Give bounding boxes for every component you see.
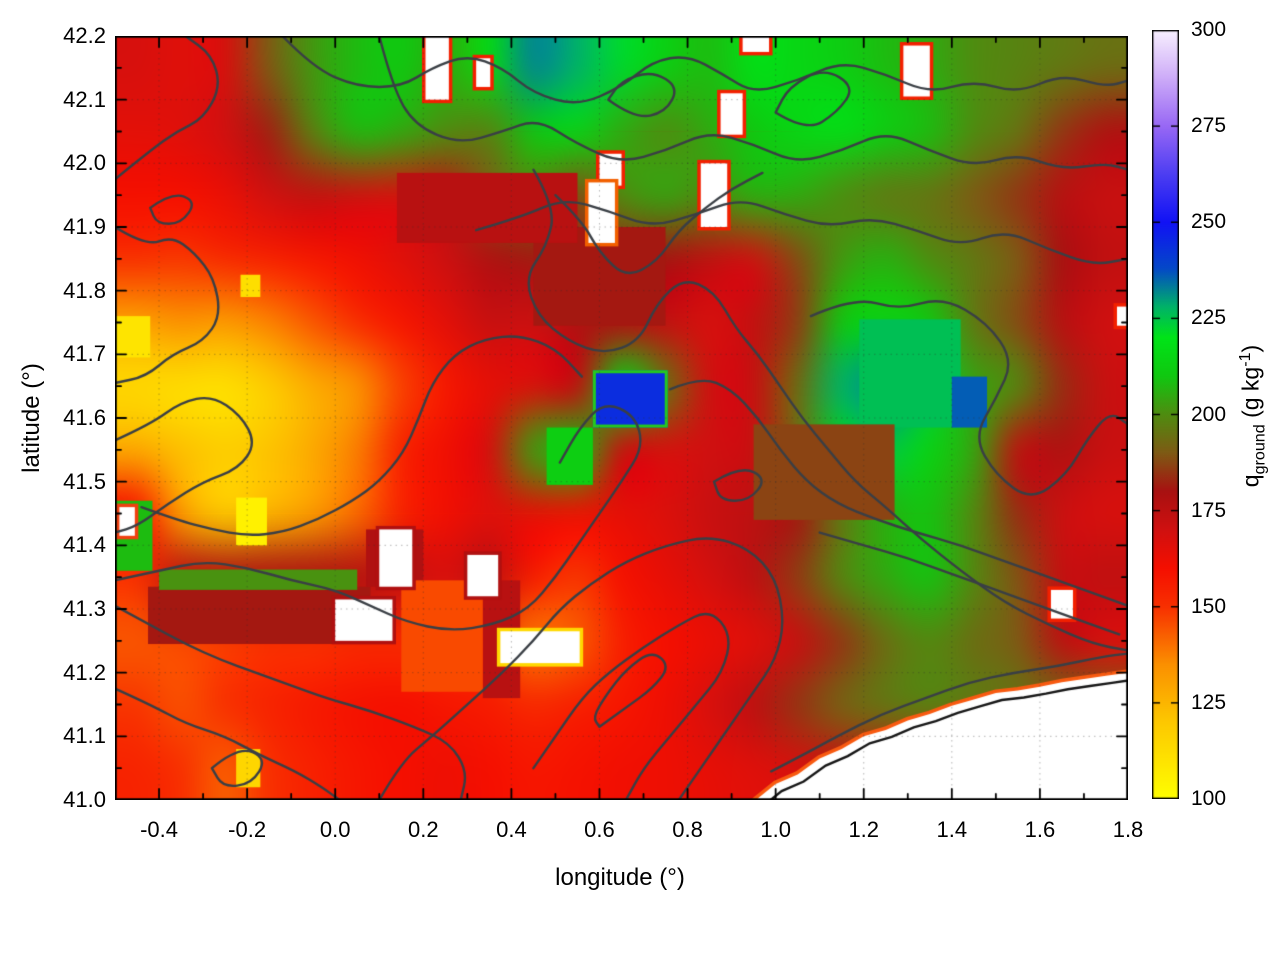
x-tick-label: 1.0 [760, 817, 791, 842]
x-tick-label: 0.6 [584, 817, 615, 842]
x-tick-label: 1.4 [936, 817, 968, 842]
colorbar-canvas [1152, 30, 1179, 799]
colorbar-title-end: ) [1237, 344, 1264, 353]
y-tick-label: 41.8 [63, 277, 106, 303]
colorbar-title: qground (g kg-1) [1236, 284, 1269, 548]
x-tick-label: 1.6 [1024, 817, 1056, 842]
colorbar-title-sub: ground [1250, 424, 1269, 475]
x-tick-label: 0.4 [496, 817, 527, 842]
y-tick-label: 42.0 [63, 150, 106, 176]
colorbar-tick-label: 200 [1191, 402, 1227, 426]
colorbar-tick-label: 100 [1191, 787, 1227, 810]
y-tick-label: 41.7 [63, 341, 106, 367]
colorbar-title-sup: -1 [1236, 352, 1254, 367]
y-tick-label: 41.2 [63, 659, 106, 685]
x-tick-label: 0.0 [319, 817, 351, 842]
x-tick-label: 1.8 [1112, 817, 1144, 842]
colorbar-tick-label: 250 [1191, 210, 1227, 234]
y-tick-label: 41.3 [63, 596, 106, 621]
colorbar-tick-label: 275 [1191, 114, 1227, 138]
heatmap-plot-canvas [115, 36, 1128, 800]
x-tick-label: -0.2 [228, 817, 267, 842]
colorbar-tick-label: 175 [1191, 498, 1227, 522]
y-tick-label: 41.1 [63, 723, 106, 749]
x-tick-label: 0.8 [672, 817, 703, 842]
y-tick-label: 41.6 [63, 405, 106, 430]
x-tick-label: 1.2 [848, 817, 880, 842]
colorbar-tick-label: 225 [1191, 306, 1227, 330]
y-tick-label: 41.5 [63, 468, 106, 494]
y-axis-title: latitude (°) [18, 363, 45, 473]
y-tick-label: 42.2 [63, 23, 106, 48]
y-tick-label: 41.0 [63, 787, 106, 812]
y-tick-label: 41.9 [63, 214, 106, 239]
colorbar-title-q: q [1237, 474, 1264, 488]
colorbar-tick-label: 300 [1191, 18, 1227, 41]
x-tick-label: 0.2 [408, 817, 439, 842]
x-tick-label: -0.4 [140, 817, 178, 842]
colorbar-title-units: (g kg [1237, 366, 1264, 425]
y-tick-label: 41.4 [63, 532, 106, 558]
colorbar-tick-label: 125 [1191, 690, 1227, 714]
x-axis-title: longitude (°) [555, 864, 685, 891]
y-tick-label: 42.1 [63, 86, 106, 112]
colorbar-tick-label: 150 [1191, 594, 1227, 618]
